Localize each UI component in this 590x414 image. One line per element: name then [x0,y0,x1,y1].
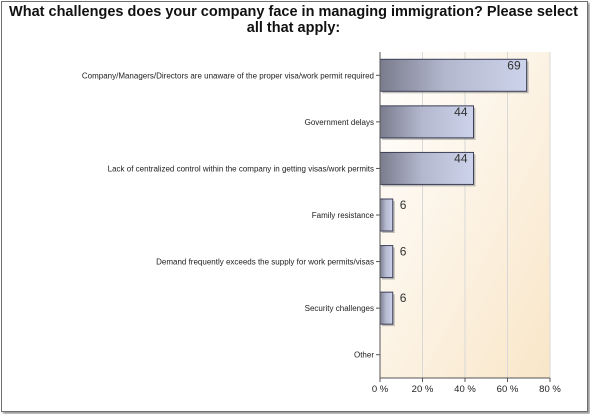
x-tick-label: 20 % [412,384,434,395]
data-label: 44 [454,105,468,119]
x-tick-label: 40 % [454,384,476,395]
category-label: Company/Managers/Directors are unaware o… [82,71,374,80]
category-label: Government delays [305,118,374,127]
bar [379,151,474,185]
x-tick-label: 0 % [372,384,389,395]
category-label: Family resistance [312,211,375,220]
chart-title: What challenges does your company face i… [9,4,578,36]
x-tick-label: 80 % [539,384,561,395]
bar [379,105,474,139]
bars [379,58,529,327]
data-label: 6 [400,291,407,305]
category-label: Security challenges [305,304,374,313]
labels: 0 % 20 % 40 % 60 % 80 % Company/Managers/Dire… [82,58,562,395]
axes [376,52,551,382]
category-label: Lack of centralized control within the c… [108,164,374,173]
x-tick-label: 60 % [497,384,519,395]
bar [379,58,528,92]
data-label: 44 [454,151,468,165]
bar [379,245,394,279]
bar [379,198,394,232]
category-label: Other [354,351,374,360]
data-label: 6 [400,198,407,212]
data-label: 6 [400,245,407,259]
bar [379,291,394,325]
category-label: Demand frequently exceeds the supply for… [156,258,374,267]
data-label: 69 [507,58,521,72]
